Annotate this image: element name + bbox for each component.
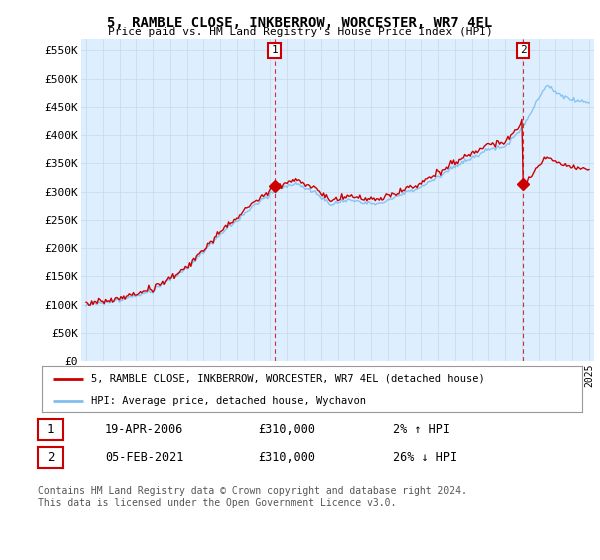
Text: 1: 1 [271,45,278,55]
Text: 26% ↓ HPI: 26% ↓ HPI [393,451,457,464]
Text: £310,000: £310,000 [258,451,315,464]
Text: 1: 1 [47,423,54,436]
Text: 19-APR-2006: 19-APR-2006 [105,423,184,436]
Text: 2: 2 [520,45,527,55]
Text: 2% ↑ HPI: 2% ↑ HPI [393,423,450,436]
Text: HPI: Average price, detached house, Wychavon: HPI: Average price, detached house, Wych… [91,396,365,407]
Text: 5, RAMBLE CLOSE, INKBERROW, WORCESTER, WR7 4EL (detached house): 5, RAMBLE CLOSE, INKBERROW, WORCESTER, W… [91,374,484,384]
Text: 5, RAMBLE CLOSE, INKBERROW, WORCESTER, WR7 4EL: 5, RAMBLE CLOSE, INKBERROW, WORCESTER, W… [107,16,493,30]
Text: Contains HM Land Registry data © Crown copyright and database right 2024.
This d: Contains HM Land Registry data © Crown c… [38,486,467,508]
Text: Price paid vs. HM Land Registry's House Price Index (HPI): Price paid vs. HM Land Registry's House … [107,27,493,37]
Text: 05-FEB-2021: 05-FEB-2021 [105,451,184,464]
Text: 2: 2 [47,451,54,464]
Text: £310,000: £310,000 [258,423,315,436]
